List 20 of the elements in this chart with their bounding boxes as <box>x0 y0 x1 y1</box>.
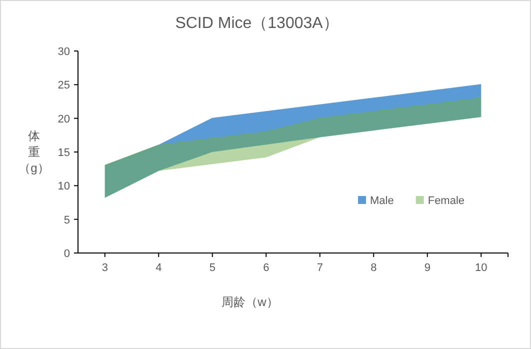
x-tick-label: 3 <box>102 262 108 274</box>
x-tick-label: 7 <box>316 262 323 274</box>
x-tick-label: 5 <box>209 262 216 274</box>
x-axis-title: 周龄（w） <box>222 295 278 309</box>
legend-label: Female <box>428 195 465 207</box>
y-tick-label: 10 <box>58 180 70 193</box>
y-tick-label: 15 <box>58 147 70 159</box>
chart-title: SCID Mice（13003A） <box>175 15 339 32</box>
x-tick-label: 9 <box>424 262 430 274</box>
y-tick-label: 30 <box>58 46 70 58</box>
legend-label: Male <box>370 195 394 207</box>
y-tick-label: 0 <box>64 248 70 260</box>
y-tick-label: 5 <box>64 214 70 226</box>
x-tick-label: 4 <box>156 262 162 274</box>
y-tick-label: 25 <box>58 80 70 92</box>
x-tick-label: 10 <box>475 262 488 274</box>
x-tick-label: 6 <box>263 262 270 274</box>
y-axis-title: 体重（g） <box>18 129 50 175</box>
x-tick-label: 8 <box>370 262 377 274</box>
y-tick-label: 20 <box>58 113 70 126</box>
